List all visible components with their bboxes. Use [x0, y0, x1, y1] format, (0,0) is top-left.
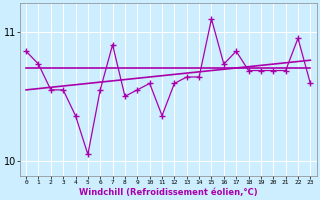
X-axis label: Windchill (Refroidissement éolien,°C): Windchill (Refroidissement éolien,°C)	[79, 188, 258, 197]
